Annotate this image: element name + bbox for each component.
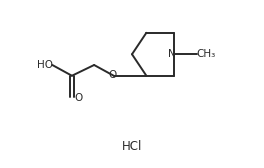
Text: HO: HO bbox=[37, 59, 53, 70]
Text: CH₃: CH₃ bbox=[196, 49, 215, 59]
Text: HCl: HCl bbox=[122, 140, 142, 153]
Text: O: O bbox=[74, 93, 82, 103]
Text: N: N bbox=[168, 49, 176, 59]
Text: O: O bbox=[108, 70, 116, 80]
